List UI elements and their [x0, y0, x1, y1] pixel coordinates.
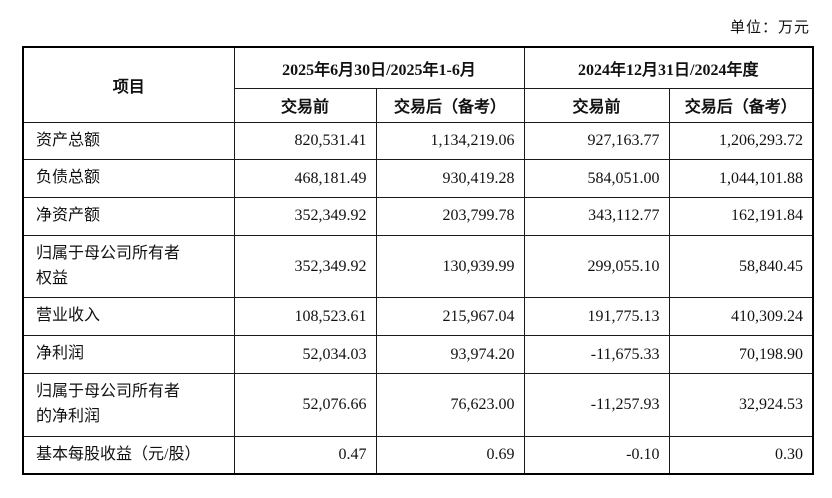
cell-value: 215,967.04 [375, 297, 525, 337]
row-label: 基本每股收益（元/股） [22, 435, 235, 475]
header-item-column: 项目 [22, 46, 235, 123]
table-row: 归属于母公司所有者 的净利润 52,076.66 76,623.00 -11,257.… [22, 373, 814, 437]
cell-value: 52,076.66 [233, 373, 377, 437]
table-row: 资产总额 820,531.41 1,134,219.06 927,163.77 1,20… [22, 121, 814, 161]
cell-value: 927,163.77 [523, 121, 670, 161]
table-row: 营业收入 108,523.61 215,967.04 191,775.13 410,30… [22, 297, 814, 337]
cell-value: 52,034.03 [233, 335, 377, 375]
cell-value: 0.30 [668, 435, 814, 475]
cell-value: 584,051.00 [523, 159, 670, 199]
cell-value: 203,799.78 [375, 197, 525, 236]
cell-value: 32,924.53 [668, 373, 814, 437]
row-label: 归属于母公司所有者 的净利润 [22, 373, 235, 437]
cell-value: 76,623.00 [375, 373, 525, 437]
table-body: 资产总额 820,531.41 1,134,219.06 927,163.77 1,20… [22, 121, 814, 475]
cell-value: 191,775.13 [523, 297, 670, 337]
row-label: 归属于母公司所有者 权益 [22, 234, 235, 299]
cell-value: 108,523.61 [233, 297, 377, 337]
header-2025-post-transaction: 交易后（备考） [375, 87, 525, 123]
unit-label: 单位：万元 [729, 20, 810, 36]
cell-value: 820,531.41 [233, 121, 377, 161]
cell-value: 468,181.49 [233, 159, 377, 199]
cell-value: 58,840.45 [668, 234, 814, 299]
row-label: 净资产额 [22, 197, 235, 236]
table-row: 归属于母公司所有者 权益 352,349.92 130,939.99 299,055.… [22, 234, 814, 299]
table-row: 净资产额 352,349.92 203,799.78 343,112.77 162,19… [22, 197, 814, 236]
cell-value: 1,134,219.06 [375, 121, 525, 161]
row-label: 资产总额 [22, 121, 235, 161]
cell-value: 93,974.20 [375, 335, 525, 375]
header-sub-row: 交易前 交易后（备考） 交易前 交易后（备考） [23, 87, 814, 123]
header-group-row: 项目 2025年6月30日/2025年1-6月 2024年12月31日/2024… [22, 46, 814, 123]
cell-value: -11,257.93 [523, 373, 670, 437]
cell-value: 0.69 [375, 435, 525, 475]
cell-value: 0.47 [233, 435, 377, 475]
table-row: 负债总额 468,181.49 930,419.28 584,051.00 1,044,… [22, 159, 814, 199]
cell-value: -0.10 [523, 435, 670, 475]
header-period-2025: 2025年6月30日/2025年1-6月 [233, 46, 525, 89]
unit-row: 单位：万元 [22, 16, 810, 37]
cell-value: 162,191.84 [668, 197, 814, 236]
cell-value: 343,112.77 [523, 197, 670, 236]
cell-value: 410,309.24 [668, 297, 814, 337]
table-row: 基本每股收益（元/股） 0.47 0.69 -0.10 0.30 [22, 435, 814, 475]
header-2024-post-transaction: 交易后（备考） [668, 87, 814, 123]
row-label: 营业收入 [22, 297, 235, 337]
table-header: 项目 2025年6月30日/2025年1-6月 2024年12月31日/2024… [22, 46, 814, 123]
cell-value: 1,044,101.88 [668, 159, 814, 199]
row-label: 净利润 [22, 335, 235, 375]
header-period-2024: 2024年12月31日/2024年度 [523, 46, 814, 89]
cell-value: 130,939.99 [375, 234, 525, 299]
cell-value: 70,198.90 [668, 335, 814, 375]
cell-value: 352,349.92 [233, 197, 377, 236]
cell-value: 1,206,293.72 [668, 121, 814, 161]
cell-value: 299,055.10 [523, 234, 670, 299]
row-label: 负债总额 [22, 159, 235, 199]
cell-value: -11,675.33 [523, 335, 670, 375]
table-row: 净利润 52,034.03 93,974.20 -11,675.33 70,198.90 [22, 335, 814, 375]
header-2024-pre-transaction: 交易前 [523, 87, 670, 123]
financial-summary-table: 项目 2025年6月30日/2025年1-6月 2024年12月31日/2024… [22, 46, 815, 476]
cell-value: 930,419.28 [375, 159, 525, 199]
cell-value: 352,349.92 [233, 234, 377, 299]
header-2025-pre-transaction: 交易前 [233, 87, 377, 123]
